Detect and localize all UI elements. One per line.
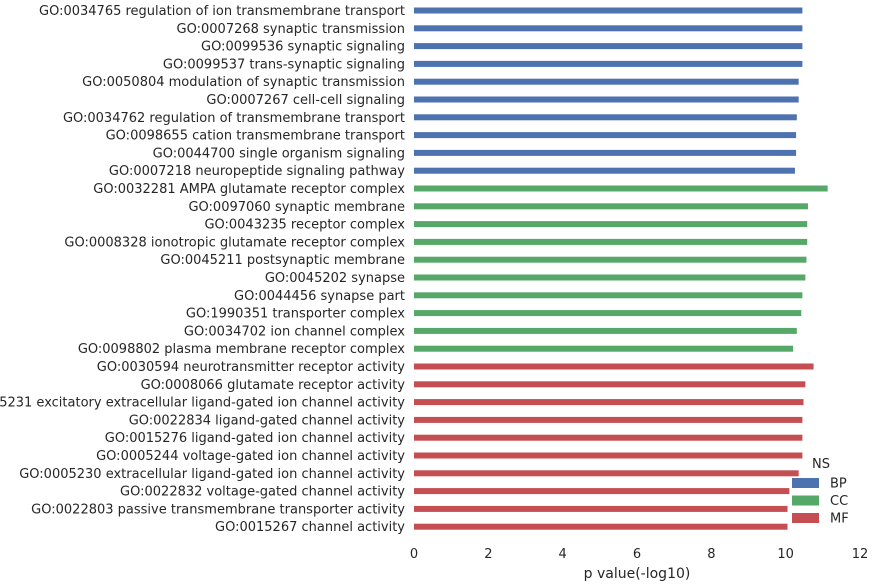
bar	[414, 523, 788, 530]
bar	[414, 381, 806, 388]
category-label: GO:0032281 AMPA glutamate receptor compl…	[93, 182, 405, 197]
bar	[414, 132, 797, 139]
x-tick-label: 2	[484, 547, 492, 562]
legend-swatch	[792, 513, 819, 523]
category-label: GO:0007268 synaptic transmission	[177, 22, 405, 37]
bar	[414, 292, 803, 299]
bar	[414, 238, 808, 245]
legend-title: NS	[812, 457, 830, 472]
category-label: GO:1990351 transporter complex	[186, 307, 405, 322]
category-label: GO:0034765 regulation of ion transmembra…	[39, 4, 405, 19]
bar	[414, 203, 808, 210]
category-label: GO:0007267 cell-cell signaling	[206, 93, 405, 108]
category-label: GO:0015276 ligand-gated ion channel acti…	[105, 431, 406, 446]
bar	[414, 7, 803, 14]
x-axis-ticks: 0 2 4 6 8 10 12	[410, 547, 868, 562]
category-label: GO:0005230 extracellular ligand-gated io…	[19, 467, 405, 482]
legend: NS BP CC MF	[792, 457, 849, 527]
category-label: GO:0045211 postsynaptic membrane	[160, 253, 405, 268]
category-label: GO:0045202 synapse	[265, 271, 405, 286]
x-axis-title: p value(-log10)	[584, 566, 691, 582]
legend-label: BP	[830, 477, 847, 492]
bar	[414, 505, 788, 512]
category-label: GO:0005244 voltage-gated ion channel act…	[96, 449, 405, 464]
bar	[414, 256, 807, 263]
bar	[414, 452, 803, 459]
legend-swatch	[792, 478, 819, 488]
legend-label: CC	[830, 494, 848, 509]
bar	[414, 96, 799, 103]
bar	[414, 470, 799, 477]
category-label: GO:0099537 trans-synaptic signaling	[163, 57, 405, 72]
bar	[414, 327, 797, 334]
bar	[414, 60, 803, 67]
category-label: GO:0015267 channel activity	[215, 520, 405, 535]
bar	[414, 274, 806, 281]
category-label: GO:0030594 neurotransmitter receptor act…	[97, 360, 406, 375]
category-label: GO:0098655 cation transmembrane transpor…	[106, 129, 405, 144]
category-label: GO:0007218 neuropeptide signaling pathwa…	[109, 164, 405, 179]
bar	[414, 363, 814, 370]
bar	[414, 488, 790, 495]
bar	[414, 434, 803, 441]
bar	[414, 25, 803, 32]
bar	[414, 399, 804, 406]
bar	[414, 345, 794, 352]
x-tick-label: 6	[633, 547, 641, 562]
category-label: GO:0022834 ligand-gated channel activity	[129, 413, 406, 428]
category-label: GO:0034762 regulation of transmembrane t…	[63, 111, 405, 126]
x-tick-label: 8	[707, 547, 715, 562]
bar	[414, 167, 795, 174]
category-labels: GO:0034765 regulation of ion transmembra…	[0, 4, 405, 535]
category-label: GO:0034702 ion channel complex	[184, 324, 405, 339]
category-label: GO:0043235 receptor complex	[204, 218, 405, 233]
bars-group	[414, 7, 828, 530]
bar	[414, 416, 803, 423]
x-tick-label: 4	[559, 547, 567, 562]
x-tick-label: 0	[410, 547, 418, 562]
x-tick-label: 10	[777, 547, 794, 562]
bar	[414, 114, 797, 121]
category-label: GO:0099536 synaptic signaling	[201, 40, 405, 55]
category-label: GO:0098802 plasma membrane receptor comp…	[78, 342, 405, 357]
bar	[414, 310, 802, 317]
legend-swatch	[792, 495, 819, 506]
bar	[414, 78, 799, 85]
category-label: GO:0044700 single organism signaling	[153, 146, 405, 161]
category-label: GO:0022832 voltage-gated channel activit…	[120, 485, 405, 500]
bar	[414, 43, 803, 50]
bar	[414, 185, 828, 192]
x-tick-label: 12	[852, 547, 869, 562]
bar	[414, 149, 797, 156]
category-label: GO:0050804 modulation of synaptic transm…	[82, 75, 405, 90]
category-label: GO:0022803 passive transmembrane transpo…	[31, 502, 405, 517]
category-label: GO:0005231 excitatory extracellular liga…	[0, 396, 405, 411]
category-label: GO:0008328 ionotropic glutamate receptor…	[64, 235, 405, 250]
legend-label: MF	[830, 512, 849, 527]
category-label: GO:0044456 synapse part	[234, 289, 405, 304]
category-label: GO:0097060 synaptic membrane	[188, 200, 405, 215]
bar	[414, 221, 808, 228]
category-label: GO:0008066 glutamate receptor activity	[141, 378, 406, 393]
